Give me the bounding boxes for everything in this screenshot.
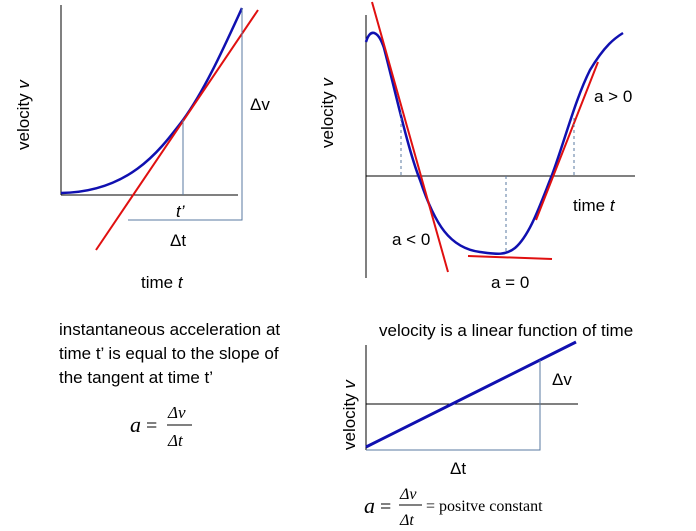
- panel-a-delta-v-bracket: [128, 8, 243, 221]
- panel-c-formula-numerator: Δv: [399, 486, 417, 503]
- panel-c-formula-rhs: = positve constant: [426, 498, 543, 515]
- panel-a-tangent-line: [95, 9, 259, 251]
- panel-b-tangent-negative: [371, 1, 449, 273]
- definition-formula: a = Δv Δt: [130, 403, 192, 450]
- panel-c-delta-t-label: Δt: [450, 459, 466, 478]
- panel-b-tangent-zero: [467, 255, 553, 260]
- definition-formula-denominator: Δt: [167, 431, 184, 450]
- panel-b-x-axis-label: time t: [573, 196, 616, 215]
- definition-line-1: instantaneous acceleration at: [59, 320, 281, 339]
- panel-a-tangent-point-label: t’: [176, 202, 185, 221]
- definition-line-3: the tangent at time t’: [59, 368, 214, 387]
- panel-a-y-axis-label: velocity v: [14, 79, 33, 150]
- panel-a-delta-v-label: Δv: [250, 95, 270, 114]
- panel-c-delta-bracket: [366, 360, 541, 451]
- panel-c-velocity-line: [365, 340, 577, 449]
- panel-a-delta-t-label: Δt: [170, 231, 186, 250]
- definition-formula-lhs: a: [130, 412, 141, 437]
- panel-a-velocity-curve: [60, 7, 244, 195]
- panel-c-formula-denominator: Δt: [399, 512, 414, 529]
- panel-b-label-negative: a < 0: [392, 230, 430, 249]
- panel-b-y-axis-label: velocity v: [318, 77, 337, 148]
- panel-c-delta-v-label: Δv: [552, 370, 572, 389]
- panel-c-caption: velocity is a linear function of time: [379, 321, 633, 340]
- panel-c-formula-eq: =: [380, 496, 391, 518]
- panel-c-linear-velocity: velocity is a linear function of time ve…: [340, 321, 633, 529]
- definition-line-2: time t’ is equal to the slope of: [59, 344, 279, 363]
- panel-a-x-axis-label: time t: [141, 273, 184, 292]
- panel-c-y-axis-label: velocity v: [340, 379, 359, 450]
- panel-a-tangent-slope: velocity v t’ Δv Δt time t: [14, 5, 270, 292]
- panel-c-formula-lhs: a: [364, 493, 375, 518]
- definition-formula-numerator: Δv: [167, 403, 186, 422]
- panel-b-tangent-positive: [535, 61, 599, 221]
- panel-b-velocity-curve: [364, 31, 624, 255]
- definition-text: instantaneous acceleration at time t’ is…: [59, 318, 339, 390]
- definition-formula-eq: =: [146, 415, 157, 437]
- panel-b-acceleration-sign: velocity v time t a < 0 a = 0 a > 0: [318, 1, 635, 292]
- panel-b-label-positive: a > 0: [594, 87, 632, 106]
- panel-b-label-zero: a = 0: [491, 273, 529, 292]
